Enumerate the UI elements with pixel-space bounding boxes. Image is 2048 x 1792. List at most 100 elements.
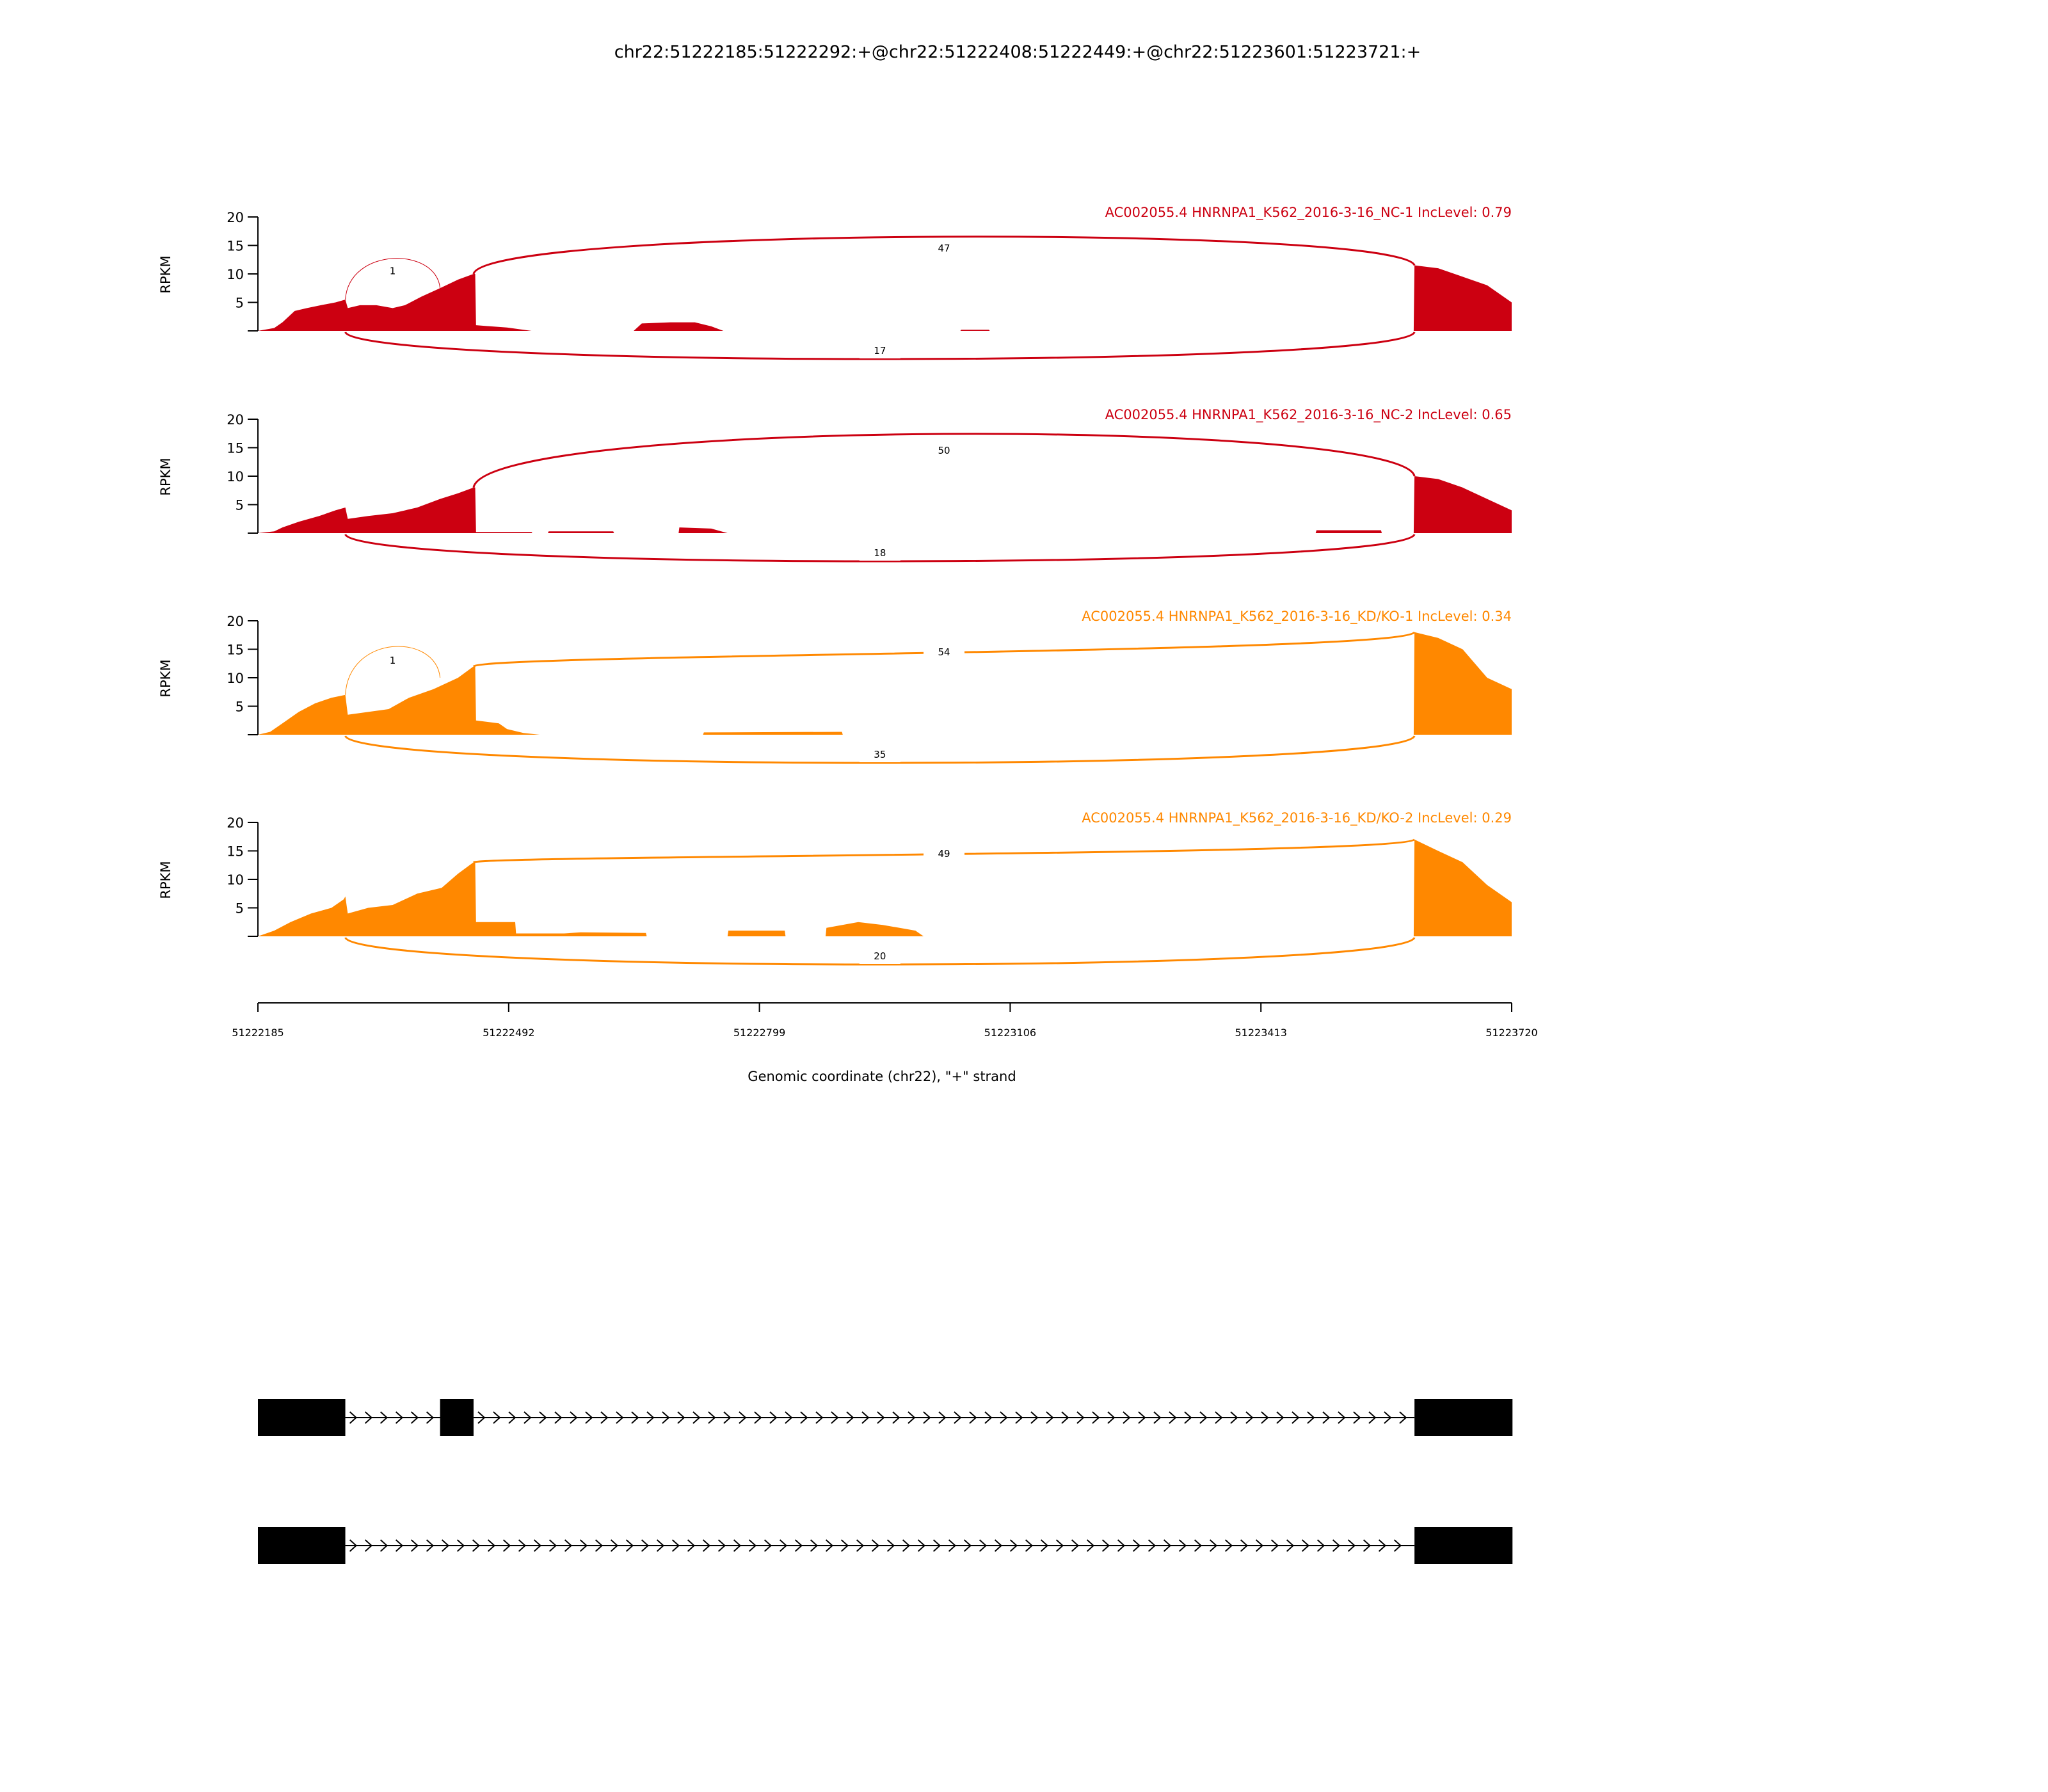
junction-label-bg — [859, 342, 900, 358]
strand-arrow — [1353, 1411, 1361, 1424]
strand-arrow — [1199, 1411, 1208, 1424]
junction-count-label: 54 — [938, 646, 950, 658]
strand-arrow — [748, 1539, 757, 1552]
strand-arrow — [779, 1539, 788, 1552]
strand-arrow — [585, 1411, 593, 1424]
strand-arrow — [410, 1539, 419, 1552]
strand-arrow — [1040, 1539, 1049, 1552]
strand-arrow — [840, 1539, 849, 1552]
strand-arrow — [472, 1539, 481, 1552]
strand-arrow — [948, 1539, 957, 1552]
strand-arrow — [533, 1539, 542, 1552]
strand-arrow — [1261, 1411, 1269, 1424]
sample-panel-2: 5 10 15 20 RPKM AC002055.4 HNRNPA1_K562_2016-… — [158, 407, 1512, 563]
strand-arrow — [600, 1411, 609, 1424]
strand-arrow — [1332, 1539, 1341, 1552]
strand-arrow — [554, 1411, 563, 1424]
x-tick-label: 51223106 — [984, 1027, 1036, 1039]
strand-arrow — [800, 1411, 808, 1424]
coverage-area — [258, 265, 1512, 331]
strand-arrow — [1184, 1411, 1192, 1424]
strand-arrow — [1025, 1539, 1034, 1552]
strand-arrow — [1384, 1411, 1392, 1424]
strand-arrow — [1194, 1539, 1203, 1552]
strand-arrow — [625, 1539, 634, 1552]
strand-arrow — [769, 1411, 778, 1424]
strand-arrow — [426, 1539, 435, 1552]
strand-arrow — [1270, 1539, 1279, 1552]
y-tick-label: 15 — [227, 643, 244, 658]
y-tick-label: 20 — [227, 614, 244, 629]
strand-arrow — [886, 1539, 895, 1552]
strand-arrow — [708, 1411, 716, 1424]
strand-arrow — [564, 1539, 573, 1552]
strand-arrow — [1378, 1539, 1387, 1552]
strand-arrow — [410, 1411, 419, 1424]
y-tick-label: 5 — [236, 901, 244, 916]
strand-arrow — [764, 1539, 772, 1552]
y-tick-label: 15 — [227, 239, 244, 254]
y-tick-label: 5 — [236, 700, 244, 715]
strand-arrow — [1000, 1411, 1008, 1424]
strand-arrow — [1117, 1539, 1126, 1552]
strand-arrow — [1301, 1539, 1310, 1552]
y-tick-label: 15 — [227, 441, 244, 456]
strand-arrow — [1092, 1411, 1100, 1424]
strand-arrow — [349, 1539, 358, 1552]
x-axis: 51222185 51222492 51222799 51223106 51223413… — [232, 1002, 1538, 1039]
strand-arrow — [395, 1411, 404, 1424]
junction-arc — [472, 236, 1416, 275]
strand-arrow — [671, 1539, 680, 1552]
strand-arrow — [1393, 1539, 1402, 1552]
junction-arc — [344, 735, 1416, 764]
y-tick-label: 10 — [227, 671, 244, 686]
strand-arrow — [861, 1411, 870, 1424]
strand-arrow — [677, 1411, 685, 1424]
strand-arrow — [1215, 1411, 1223, 1424]
x-tick-label: 51222185 — [232, 1027, 284, 1039]
x-axis-label: Genomic coordinate (chr22), "+" strand — [748, 1069, 1016, 1084]
junction-arc — [472, 433, 1416, 488]
strand-arrow — [487, 1539, 496, 1552]
strand-arrow — [938, 1411, 947, 1424]
y-tick-label: 10 — [227, 469, 244, 484]
strand-arrow — [856, 1539, 865, 1552]
strand-arrow — [380, 1539, 388, 1552]
strand-arrow — [1286, 1539, 1295, 1552]
strand-arrow — [579, 1539, 588, 1552]
strand-arrow — [364, 1539, 373, 1552]
junction-label-bg — [924, 442, 965, 458]
sample-panel-1: 5 10 15 20 RPKM AC002055.4 HNRNPA1_K562_2016-… — [158, 205, 1512, 360]
strand-arrow — [692, 1411, 701, 1424]
strand-arrow — [662, 1411, 670, 1424]
junction-arc — [345, 646, 441, 695]
y-tick-label: 5 — [236, 498, 244, 513]
exon-block — [258, 1527, 346, 1564]
strand-arrow — [1138, 1411, 1146, 1424]
y-axis-label: RPKM — [158, 659, 173, 697]
strand-arrow — [616, 1411, 624, 1424]
strand-arrow — [349, 1411, 358, 1424]
junction-count-label: 20 — [874, 950, 886, 962]
strand-arrow — [908, 1411, 916, 1424]
strand-arrow — [1307, 1411, 1315, 1424]
sample-label: AC002055.4 HNRNPA1_K562_2016-3-16_KD/KO-… — [1082, 609, 1512, 625]
exon-block — [1414, 1399, 1513, 1436]
strand-arrow — [1046, 1411, 1054, 1424]
strand-arrow — [1009, 1539, 1018, 1552]
strand-arrow — [815, 1411, 824, 1424]
strand-arrow — [456, 1539, 465, 1552]
strand-arrow — [1132, 1539, 1141, 1552]
y-axis-label: RPKM — [158, 861, 173, 899]
junction-label-bg — [378, 262, 407, 279]
strand-arrow — [395, 1539, 404, 1552]
strand-arrow — [877, 1411, 885, 1424]
strand-arrow — [508, 1411, 516, 1424]
junction-arc — [345, 258, 441, 300]
strand-arrow — [1123, 1411, 1131, 1424]
strand-arrow — [380, 1411, 388, 1424]
strand-arrow — [733, 1539, 742, 1552]
junction-label-bg — [924, 643, 965, 660]
strand-arrow — [1224, 1539, 1233, 1552]
